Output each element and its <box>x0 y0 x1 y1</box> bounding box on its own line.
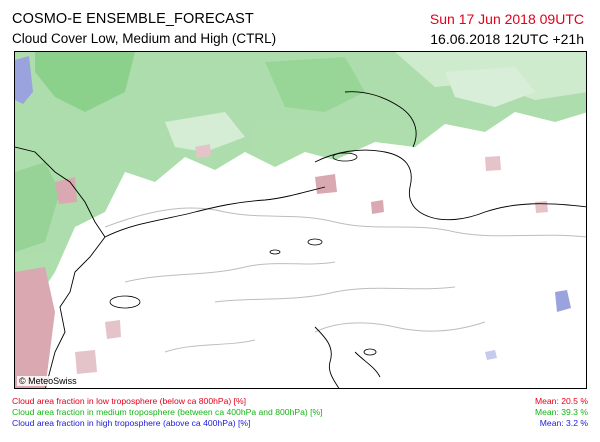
map-legend: Cloud area fraction in low troposphere (… <box>12 396 588 429</box>
legend-row-medium: Cloud area fraction in medium tropospher… <box>12 407 588 418</box>
time-block: Sun 17 Jun 2018 09UTC 16.06.2018 12UTC +… <box>430 9 584 49</box>
legend-high-text: Cloud area fraction in high troposphere … <box>12 418 251 428</box>
valid-time: Sun 17 Jun 2018 09UTC <box>429 11 584 27</box>
legend-medium-text: Cloud area fraction in medium tropospher… <box>12 407 323 417</box>
legend-high-mean: Mean: 3.2 % <box>539 418 588 428</box>
rivers-and-regions <box>104 207 586 353</box>
legend-low-text: Cloud area fraction in low troposphere (… <box>12 396 247 406</box>
legend-row-low: Cloud area fraction in low troposphere (… <box>12 396 588 407</box>
legend-low-mean: Mean: 20.5 % <box>534 396 588 406</box>
product-title: COSMO-E ENSEMBLE_FORECAST <box>12 11 254 27</box>
medium-cloud-layer <box>15 52 586 312</box>
country-borders <box>15 91 586 388</box>
legend-row-high: Cloud area fraction in high troposphere … <box>12 418 588 429</box>
lakes <box>109 152 377 356</box>
high-cloud-layer <box>15 56 571 360</box>
low-cloud-layer <box>15 144 548 388</box>
cloud-cover-map <box>15 52 586 388</box>
product-subtitle: Cloud Cover Low, Medium and High (CTRL) <box>12 31 277 46</box>
copyright-label: © MeteoSwiss <box>17 376 79 386</box>
title-block: COSMO-E ENSEMBLE_FORECAST Cloud Cover Lo… <box>12 9 276 49</box>
legend-medium-mean: Mean: 39.3 % <box>534 407 588 417</box>
forecast-map: © MeteoSwiss <box>14 51 587 389</box>
run-time: 16.06.2018 12UTC +21h <box>430 31 584 47</box>
